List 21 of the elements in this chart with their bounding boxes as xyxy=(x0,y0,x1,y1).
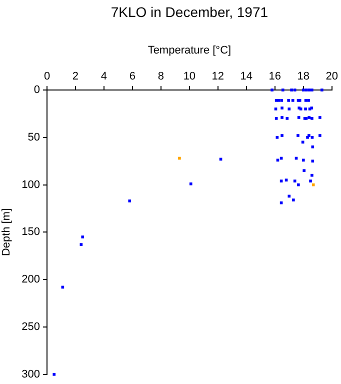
x-tick-label: 6 xyxy=(129,70,136,82)
x-tick-label: 20 xyxy=(326,70,338,82)
x-tick-label: 4 xyxy=(100,70,108,82)
chart-title: 7KLO in December, 1971 xyxy=(110,4,268,20)
x-axis-title: Temperature [°C] xyxy=(148,44,232,57)
y-tick-label: 300 xyxy=(22,368,40,380)
y-tick-label: 100 xyxy=(22,178,40,191)
x-tick-label: 12 xyxy=(212,70,224,82)
y-tick-label: 50 xyxy=(28,131,40,144)
y-tick-label: 150 xyxy=(22,226,40,238)
y-tick-label: 250 xyxy=(22,321,40,334)
x-tick-label: 18 xyxy=(297,70,310,82)
y-tick-label: 200 xyxy=(22,274,40,286)
x-tick-label: 10 xyxy=(183,70,196,82)
x-tick-label: 2 xyxy=(72,70,79,82)
y-axis-title: Depth [m] xyxy=(0,208,13,256)
y-tick-label: 0 xyxy=(34,84,40,96)
x-tick-label: 16 xyxy=(268,70,282,82)
x-tick-label: 8 xyxy=(158,70,164,82)
x-tick-label: 0 xyxy=(44,70,50,82)
x-tick-label: 14 xyxy=(240,70,253,82)
